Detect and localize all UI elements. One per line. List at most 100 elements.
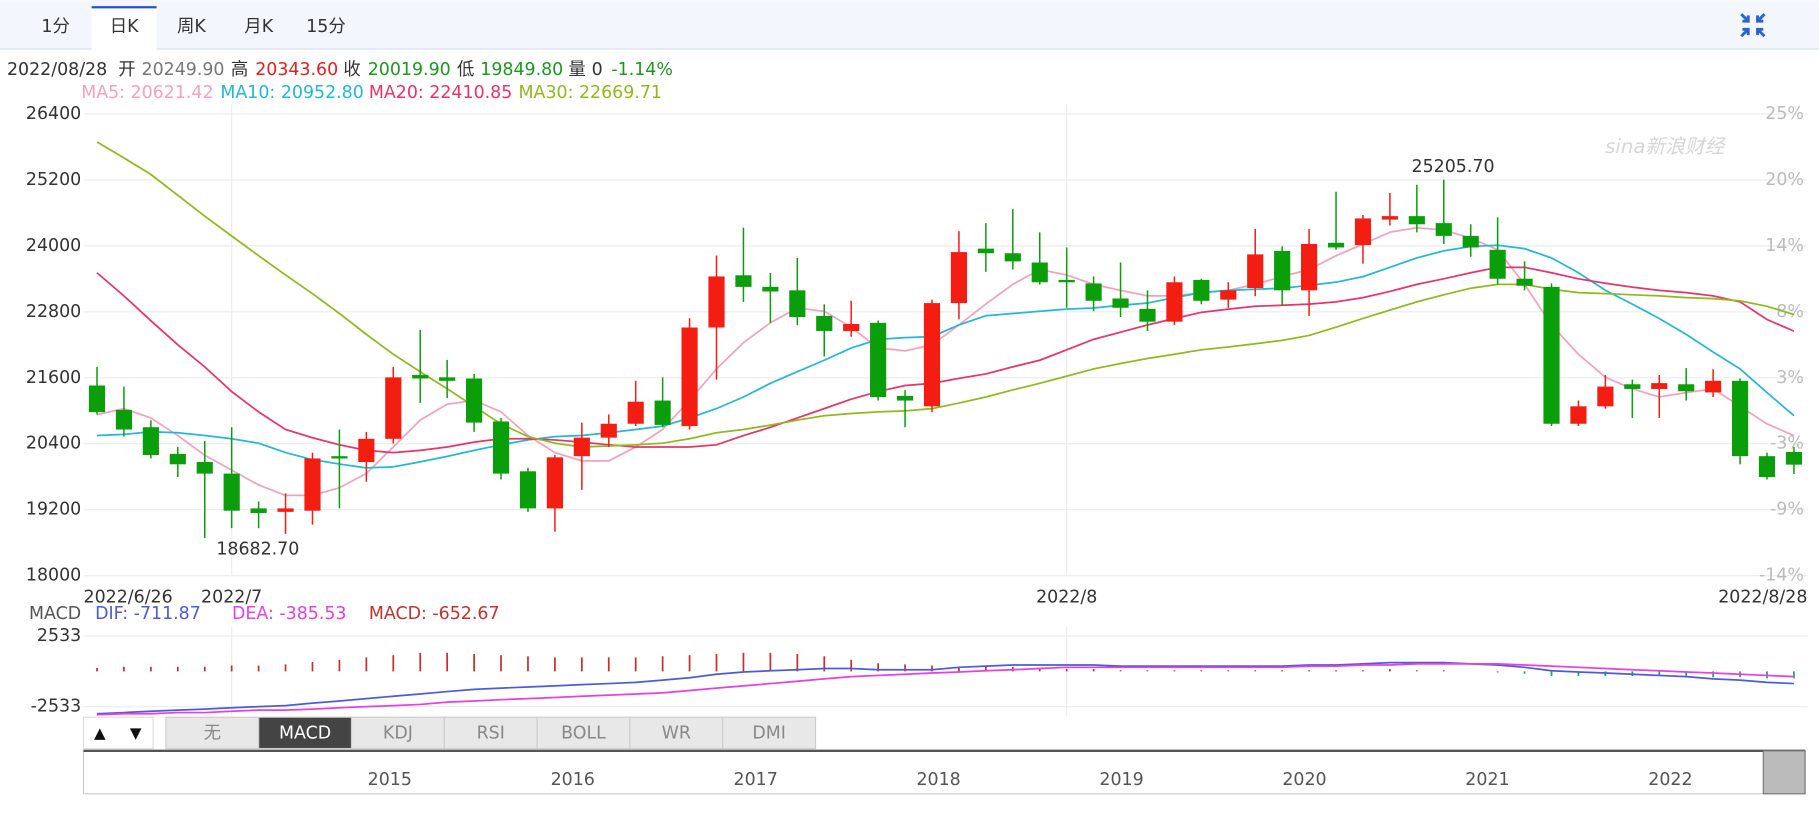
- candle-body: [1543, 286, 1560, 424]
- y-tick-label: 21600: [26, 368, 81, 388]
- legend-entry: MA5: 20621.42: [81, 83, 213, 103]
- candle-body: [1247, 254, 1264, 289]
- candle-body: [870, 322, 887, 398]
- candle-body: [331, 456, 348, 459]
- info-value: 0: [592, 60, 603, 80]
- candle-body: [546, 457, 563, 509]
- legend-entry: MA30: 22669.71: [519, 83, 662, 103]
- candle-body: [1166, 282, 1183, 322]
- candle-body: [88, 385, 106, 413]
- indicator-tab[interactable]: WR: [662, 723, 691, 743]
- y2-tick-label: -3%: [1770, 434, 1804, 454]
- candle-body: [223, 473, 240, 511]
- candle-body: [843, 323, 860, 331]
- info-value: 20019.90: [368, 60, 451, 80]
- navigator-label: 2020: [1282, 770, 1326, 790]
- indicator-tab[interactable]: KDJ: [383, 723, 413, 743]
- y-tick-label: -2533: [31, 697, 82, 717]
- y2-tick-label: 25%: [1765, 104, 1804, 124]
- candle-body: [1785, 452, 1803, 465]
- candle-body: [304, 458, 321, 511]
- candle-body: [923, 303, 941, 407]
- legend-entry: DEA: -385.53: [232, 604, 346, 624]
- candle-body: [681, 327, 698, 427]
- info-label: 量: [568, 60, 585, 80]
- nav-button[interactable]: ▲: [94, 724, 106, 742]
- navigator-label: 2016: [551, 770, 595, 790]
- nav-button[interactable]: ▼: [130, 724, 142, 742]
- y2-tick-label: 3%: [1776, 368, 1804, 388]
- annotation: 25205.70: [1412, 157, 1495, 177]
- tab[interactable]: 日K: [110, 17, 139, 37]
- candle-body: [169, 453, 186, 465]
- navigator-label: 2017: [734, 770, 778, 790]
- legend-entry: DIF: -711.87: [95, 604, 201, 624]
- y2-tick-label: 8%: [1776, 302, 1804, 322]
- x-tick-label: 2022/7: [201, 588, 262, 608]
- navigator-handle[interactable]: [1762, 750, 1806, 795]
- candle-body: [1705, 380, 1722, 393]
- tab[interactable]: 周K: [177, 17, 206, 37]
- tab[interactable]: 15分: [306, 17, 346, 37]
- tab-bar: [0, 0, 1819, 49]
- ma-line: [96, 266, 1795, 454]
- candle-body: [142, 427, 159, 456]
- info-label: 开: [118, 60, 135, 80]
- candle-body: [1570, 406, 1587, 424]
- candle-body: [1220, 290, 1237, 300]
- candle-body: [519, 471, 537, 509]
- navigator-label: 2022: [1648, 770, 1692, 790]
- indicator-tab[interactable]: 无: [204, 723, 221, 743]
- legend-entry: MACD: -652.67: [369, 604, 500, 624]
- candle-body: [1031, 262, 1048, 283]
- y-tick-label: 24000: [26, 236, 81, 256]
- indicator-tab[interactable]: BOLL: [561, 723, 606, 743]
- macd-line: [96, 662, 1794, 716]
- tab[interactable]: 1分: [41, 17, 69, 37]
- candle-body: [816, 315, 833, 331]
- macd-line: [96, 661, 1794, 715]
- candle-body: [358, 438, 375, 463]
- candle-body: [385, 377, 402, 439]
- indicator-tab[interactable]: MACD: [279, 723, 331, 743]
- y-tick-label: 19200: [26, 500, 81, 520]
- ma-line: [96, 244, 1795, 469]
- y2-tick-label: 14%: [1765, 236, 1804, 256]
- candle-body: [627, 401, 644, 424]
- candle-body: [1354, 218, 1372, 246]
- x-tick-label: 2022/8/28: [1718, 588, 1807, 608]
- candle-body: [412, 375, 429, 379]
- x-tick-label: 2022/8: [1036, 588, 1097, 608]
- candle-body: [1408, 216, 1425, 225]
- info-label: 低: [457, 60, 474, 80]
- candle-body: [1301, 243, 1318, 291]
- candle-body: [1651, 383, 1668, 389]
- indicator-tab[interactable]: DMI: [752, 723, 786, 743]
- annotation: 18682.70: [216, 540, 299, 560]
- tab[interactable]: 月K: [244, 17, 273, 37]
- collapse-icon[interactable]: [1740, 13, 1766, 38]
- candle-body: [1112, 298, 1129, 308]
- legend-entry: MA20: 22410.85: [369, 83, 512, 103]
- indicator-tab[interactable]: RSI: [477, 723, 505, 743]
- y-tick-label: 25200: [26, 170, 81, 190]
- nav-button-box: [82, 716, 154, 750]
- tab-active-bg: [91, 6, 157, 51]
- candle-body: [654, 400, 671, 425]
- candle-body: [466, 378, 483, 423]
- indicator-tab-bg: [722, 716, 817, 750]
- navigator-label: 2015: [368, 770, 412, 790]
- info-value: 20343.60: [255, 60, 338, 80]
- navigator: [82, 750, 1806, 795]
- candle-body: [492, 421, 510, 474]
- candle-body: [1085, 283, 1102, 301]
- y-tick-label: 18000: [26, 566, 81, 586]
- info-value: 19849.80: [480, 60, 563, 80]
- candle-body: [439, 377, 456, 381]
- ma-line: [96, 141, 1795, 448]
- y-tick-label: 26400: [26, 104, 81, 124]
- x-tick-label: 2022/6/26: [84, 588, 173, 608]
- panel-title: MACD: [29, 604, 81, 624]
- candle-body: [1193, 279, 1210, 301]
